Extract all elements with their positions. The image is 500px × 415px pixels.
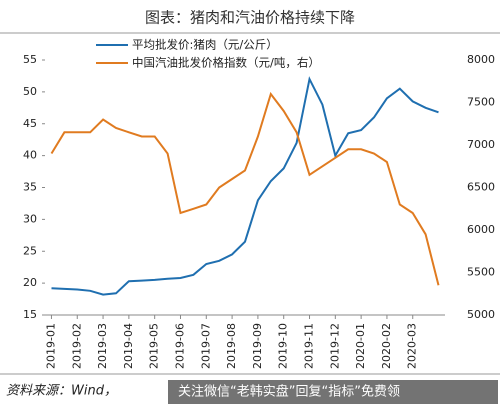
y-tick-label: 35 [23,181,37,194]
y2-tick-label: 7000 [467,138,495,151]
x-tick-label: 2019-09 [251,323,264,369]
chart-title: 图表：猪肉和汽油价格持续下降 [145,9,355,27]
x-tick-label: 2020-01 [354,323,367,369]
y-tick-label: 50 [23,85,37,98]
series-line [50,91,440,286]
watermark-bg [168,380,498,404]
y2-tick-label: 7500 [467,96,495,109]
y-tick-label: 40 [23,149,37,162]
y-tick-label: 20 [23,276,37,289]
y2-tick-label: 6500 [467,181,495,194]
x-tick-label: 2020-03 [406,323,419,369]
x-tick-label: 2019-03 [96,323,109,369]
y2-tick-label: 8000 [467,53,495,66]
y-tick-label: 25 [23,244,37,257]
series-line [51,76,439,296]
legend-label: 平均批发价:猪肉（元/公斤） [132,38,278,52]
x-tick-label: 2019-01 [44,323,57,369]
y-tick-label: 30 [23,212,37,225]
x-tick-label: 2019-12 [328,323,341,369]
x-tick-label: 2019-02 [70,323,83,369]
y-tick-label: 15 [23,308,37,321]
x-tick-label: 2019-08 [225,323,238,369]
x-tick-label: 2020-02 [380,323,393,369]
x-tick-label: 2019-11 [303,323,316,369]
y2-tick-label: 5500 [467,266,495,279]
x-tick-label: 2019-10 [277,323,290,369]
x-tick-label: 2019-05 [148,323,161,369]
y2-tick-label: 6000 [467,223,495,236]
watermark: 关注微信“老韩实盘”回复“指标”免费领 [178,384,400,400]
y2-tick-label: 5000 [467,308,495,321]
x-tick-label: 2019-07 [199,323,212,369]
legend-label: 中国汽油批发价格指数（元/吨，右） [132,56,320,70]
x-tick-label: 2019-04 [122,323,135,369]
y-tick-label: 55 [23,53,37,66]
x-tick-label: 2019-06 [173,323,186,369]
y-tick-label: 45 [23,117,37,130]
source: 资料来源：Wind， [6,384,117,399]
